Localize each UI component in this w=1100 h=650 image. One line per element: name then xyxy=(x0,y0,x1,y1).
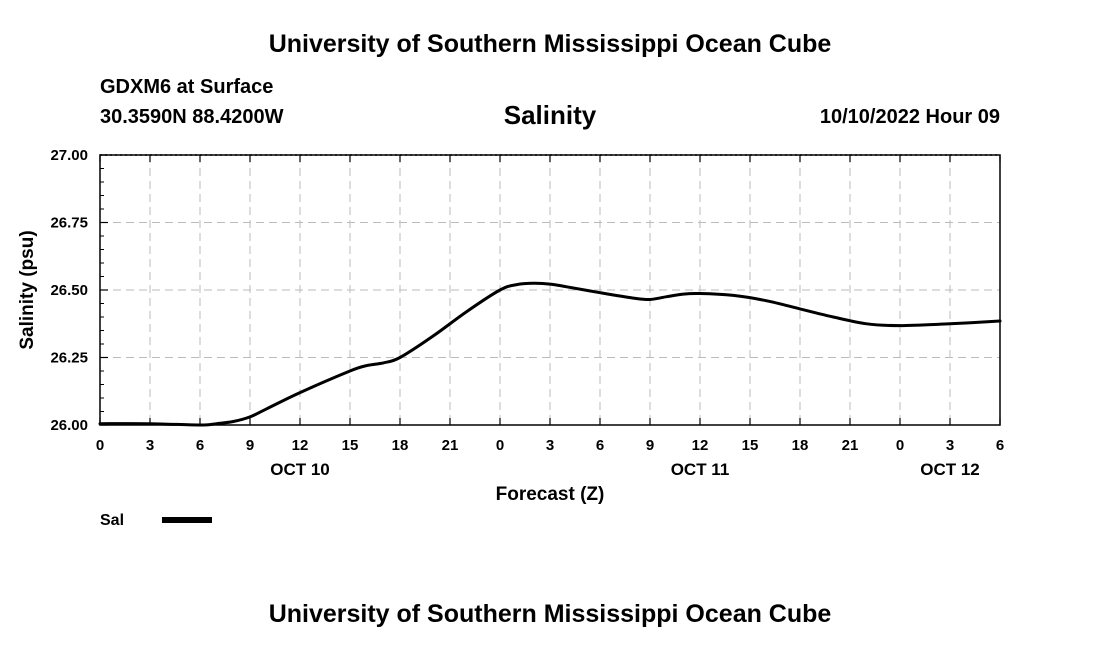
x-tick-label: 12 xyxy=(692,437,709,454)
coordinates-label: 30.3590N 88.4200W xyxy=(100,106,284,128)
day-label: OCT 10 xyxy=(270,460,330,479)
x-tick-label: 3 xyxy=(546,437,554,454)
x-tick-label: 6 xyxy=(596,437,604,454)
x-tick-label: 15 xyxy=(342,437,359,454)
x-tick-label: 21 xyxy=(842,437,859,454)
x-tick-label: 18 xyxy=(392,437,409,454)
day-label: OCT 12 xyxy=(920,460,980,479)
x-tick-label: 6 xyxy=(196,437,204,454)
x-tick-label: 0 xyxy=(896,437,904,454)
x-tick-label: 6 xyxy=(996,437,1004,454)
x-tick-label: 3 xyxy=(946,437,954,454)
y-tick-label: 26.50 xyxy=(50,282,88,299)
y-tick-label: 26.75 xyxy=(50,215,88,232)
y-tick-label: 27.00 xyxy=(50,147,88,164)
page-title: University of Southern Mississippi Ocean… xyxy=(268,30,832,58)
y-tick-labels: 26.00 26.25 26.50 26.75 27.00 xyxy=(50,147,88,434)
y-tick-label: 26.25 xyxy=(50,350,88,367)
day-labels: OCT 10 OCT 11 OCT 12 xyxy=(270,460,980,479)
x-tick-label: 3 xyxy=(146,437,154,454)
x-tick-label: 21 xyxy=(442,437,459,454)
chart-title: Salinity xyxy=(503,100,597,130)
series-line-sal xyxy=(98,281,1002,427)
ticks xyxy=(99,154,1001,426)
y-tick-label: 26.00 xyxy=(50,417,88,434)
footer-title: University of Southern Mississippi Ocean… xyxy=(268,600,832,628)
day-label: OCT 11 xyxy=(671,460,730,479)
x-tick-label: 9 xyxy=(246,437,254,454)
datetime-label: 10/10/2022 Hour 09 xyxy=(819,106,1000,128)
x-tick-label: 0 xyxy=(96,437,104,454)
legend-label: Sal xyxy=(100,512,124,529)
x-tick-label: 0 xyxy=(496,437,504,454)
x-tick-labels: 0 3 6 9 12 15 18 21 0 3 6 9 12 15 18 21 0 3 6 xyxy=(96,437,1004,454)
x-axis-label: Forecast (Z) xyxy=(496,484,605,505)
x-tick-label: 9 xyxy=(646,437,654,454)
x-tick-label: 12 xyxy=(292,437,309,454)
station-label: GDXM6 at Surface xyxy=(100,76,274,98)
x-tick-label: 18 xyxy=(792,437,809,454)
y-axis-label: Salinity (psu) xyxy=(17,230,38,349)
x-tick-label: 15 xyxy=(742,437,759,454)
grid xyxy=(100,154,1000,425)
